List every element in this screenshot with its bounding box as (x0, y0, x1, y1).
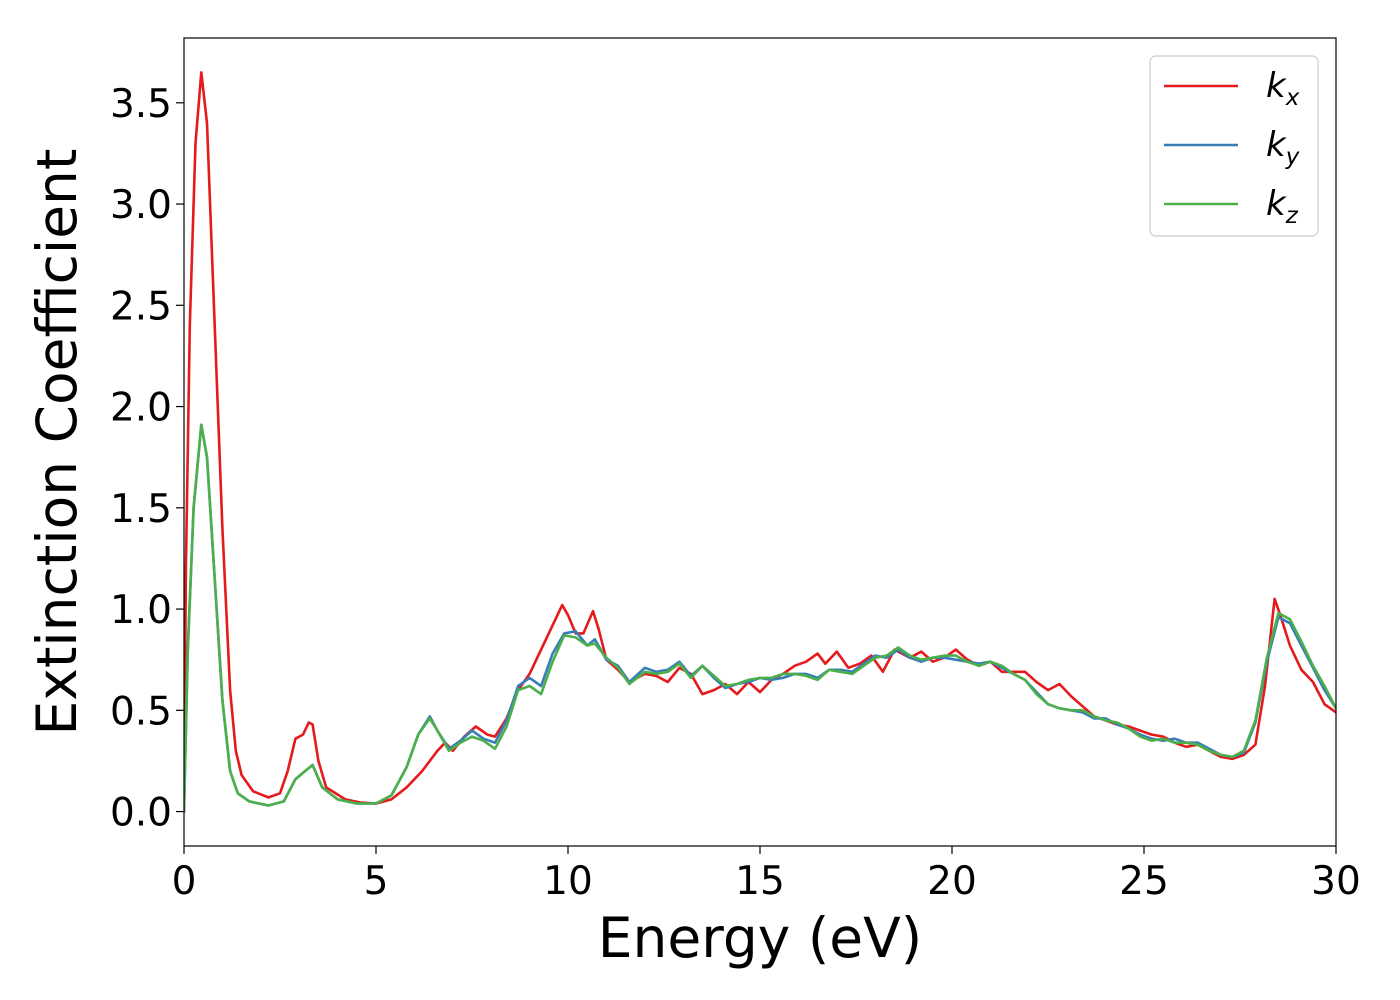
y-axis-title: Extinction Coefficient (25, 149, 89, 736)
y-tick-label: 0.5 (110, 689, 172, 734)
legend-label-main: k (1266, 66, 1287, 106)
y-tick-label: 3.5 (110, 82, 172, 127)
legend-label-main: k (1266, 184, 1287, 224)
y-tick-label: 1.5 (110, 487, 172, 532)
series-layer (184, 71, 1336, 813)
x-axis: 0 5 10 15 20 25 30 (172, 846, 1361, 904)
y-tick-label: 3.0 (110, 183, 172, 228)
legend-label-subscript: y (1285, 144, 1300, 170)
y-tick-label: 2.0 (110, 386, 172, 431)
x-tick-label: 10 (543, 859, 593, 904)
legend-label-subscript: z (1285, 203, 1299, 229)
x-axis-title: Energy (eV) (598, 906, 922, 970)
y-axis: 0.0 0.5 1.0 1.5 2.0 2.5 3.0 3.5 (110, 82, 184, 836)
x-tick-label: 25 (1119, 859, 1169, 904)
x-tick-label: 30 (1311, 859, 1361, 904)
legend-label-ky: ky (1266, 125, 1300, 170)
legend-label-kx: kx (1266, 66, 1300, 111)
x-tick-label: 5 (364, 859, 389, 904)
x-tick-label: 20 (927, 859, 977, 904)
x-tick-label: 15 (735, 859, 785, 904)
y-tick-label: 2.5 (110, 284, 172, 329)
legend-label-kz: kz (1266, 184, 1299, 229)
series-line-kx (184, 71, 1336, 813)
legend-label-subscript: x (1285, 85, 1300, 111)
y-tick-label: 0.0 (110, 791, 172, 836)
y-tick-label: 1.0 (110, 588, 172, 633)
series-line-kz (184, 423, 1336, 813)
x-tick-label: 0 (172, 859, 197, 904)
legend-label-main: k (1266, 125, 1287, 165)
